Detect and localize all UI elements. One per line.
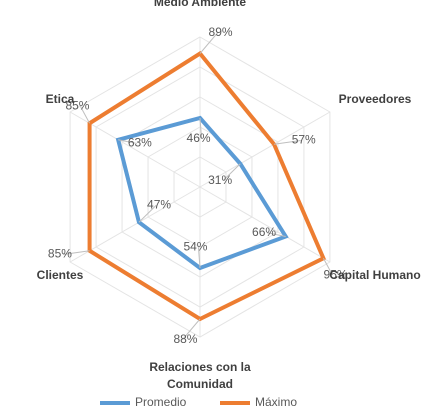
axis-spoke xyxy=(199,186,331,263)
data-label: 47% xyxy=(147,198,171,212)
leader-line xyxy=(199,117,203,139)
axis-spoke xyxy=(69,186,201,263)
legend-label: Promedio xyxy=(135,395,187,409)
data-label: 54% xyxy=(183,240,207,254)
data-label: 66% xyxy=(252,225,276,239)
leader-line xyxy=(222,163,241,181)
data-label: 85% xyxy=(48,247,72,261)
leader-line xyxy=(62,250,90,256)
axis-spoke xyxy=(69,111,201,188)
leader-line xyxy=(199,32,218,54)
series-line xyxy=(87,50,327,322)
data-label: 63% xyxy=(128,136,152,150)
category-label: Relaciones con la Comunidad xyxy=(149,360,251,391)
leader-line xyxy=(182,318,201,340)
data-label: 31% xyxy=(208,173,232,187)
category-label: Etica xyxy=(45,91,75,106)
data-label: 57% xyxy=(292,133,316,147)
legend-label: Máximo xyxy=(255,395,297,409)
data-label: 46% xyxy=(187,131,211,145)
leader-line xyxy=(80,106,91,124)
category-label: Medio Ambiente xyxy=(153,0,247,9)
leader-line xyxy=(273,139,301,145)
category-label: Clientes xyxy=(36,267,84,282)
leader-line xyxy=(197,247,201,269)
data-label: 85% xyxy=(65,99,89,113)
leader-line xyxy=(118,139,137,145)
category-label: Capital Humano xyxy=(329,267,421,282)
leader-line xyxy=(322,258,333,276)
category-label: Proveedores xyxy=(338,91,412,106)
data-label: 89% xyxy=(209,25,233,39)
leader-line xyxy=(138,205,157,223)
leader-line xyxy=(266,232,286,237)
data-label: 95% xyxy=(324,267,348,281)
data-label: 88% xyxy=(173,332,197,346)
axis-spoke xyxy=(199,111,331,188)
